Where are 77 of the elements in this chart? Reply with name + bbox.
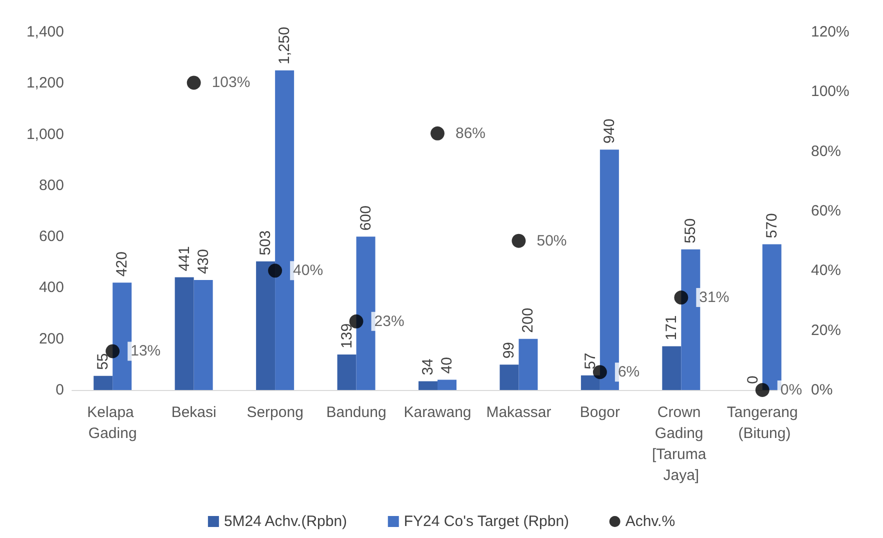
- y2-tick-label: 100%: [811, 83, 850, 100]
- y2-tick-label: 0%: [811, 382, 833, 398]
- bar: [112, 282, 132, 390]
- bar: [500, 364, 519, 390]
- data-label: 600: [357, 206, 374, 231]
- y2-tick-label: 20%: [811, 322, 842, 339]
- bar: [518, 338, 538, 390]
- data-label: 441: [176, 246, 193, 272]
- y-tick-label: 200: [38, 330, 64, 348]
- y-tick-label: 800: [38, 176, 64, 194]
- data-label: 1,250: [276, 26, 294, 64]
- point: [186, 76, 201, 90]
- x-tick-label: Serpong: [246, 404, 304, 421]
- bar: [681, 249, 700, 390]
- data-label: 34: [420, 358, 436, 376]
- data-label: 0%: [780, 382, 802, 398]
- point: [674, 290, 688, 305]
- x-tick-label: Tangerang (Bitung): [726, 404, 798, 442]
- data-label: 550: [682, 218, 700, 244]
- data-label: 50%: [536, 232, 567, 250]
- point: [512, 234, 526, 248]
- x-tick-label: Kelapa Gading: [87, 404, 138, 442]
- data-label: 570: [763, 213, 780, 238]
- x-tick-label: Karawang: [404, 404, 472, 421]
- bar: [256, 261, 276, 390]
- y2-tick-label: 40%: [811, 262, 842, 280]
- point: [268, 264, 282, 278]
- bar: [600, 150, 619, 390]
- bar: [194, 280, 213, 390]
- data-label: 40%: [293, 262, 324, 280]
- data-label: 171: [663, 315, 680, 340]
- legend-label: 5M24 Achv.(Rpbn): [224, 513, 348, 530]
- data-label: 6%: [618, 364, 640, 381]
- data-label: 55: [94, 353, 112, 370]
- y-tick-label: 1,400: [26, 24, 64, 40]
- bar: [438, 380, 456, 390]
- data-label: 99: [500, 342, 518, 359]
- data-label: 503: [257, 230, 274, 256]
- y-tick-label: 0: [56, 382, 64, 398]
- legend-label: Achv.%: [625, 513, 676, 530]
- bar: [662, 346, 682, 390]
- y-tick-label: 1,000: [26, 126, 64, 143]
- x-tick-label: Bandung: [326, 404, 386, 421]
- data-label: 13%: [130, 342, 161, 360]
- bar: [337, 354, 356, 390]
- x-tick-label: Crown Gading [Taruma Jaya]: [652, 404, 710, 484]
- bar: [356, 236, 376, 390]
- point: [430, 126, 444, 140]
- bar: [275, 70, 294, 390]
- data-label: 40: [438, 357, 456, 374]
- data-label: 23%: [374, 312, 404, 330]
- data-label: 86%: [456, 124, 486, 142]
- y2-tick-label: 120%: [811, 24, 850, 40]
- data-label: 103%: [212, 74, 250, 92]
- data-label: 430: [194, 249, 212, 274]
- y-tick-label: 600: [38, 228, 64, 246]
- bar: [762, 244, 782, 390]
- legend-label: FY24 Co's Target (Rpbn): [404, 513, 570, 530]
- data-label: 200: [520, 308, 537, 333]
- x-tick-label: Bekasi: [171, 404, 216, 421]
- data-label: 0: [744, 376, 762, 384]
- data-label: 420: [114, 252, 131, 277]
- y2-tick-label: 60%: [811, 202, 842, 220]
- x-tick-label: Bogor: [580, 404, 620, 421]
- y-tick-label: 1,200: [26, 74, 64, 92]
- bar: [580, 375, 600, 390]
- data-label: 31%: [699, 289, 730, 306]
- data-label: 139: [338, 323, 356, 348]
- bar: [94, 376, 113, 390]
- point: [755, 383, 770, 397]
- x-tick-label: Makassar: [486, 404, 552, 421]
- data-label: 57: [582, 352, 599, 370]
- data-label: 940: [600, 118, 618, 144]
- y-tick-label: 400: [38, 279, 64, 296]
- bar: [418, 381, 438, 390]
- y2-tick-label: 80%: [811, 142, 842, 160]
- bar: [174, 277, 194, 390]
